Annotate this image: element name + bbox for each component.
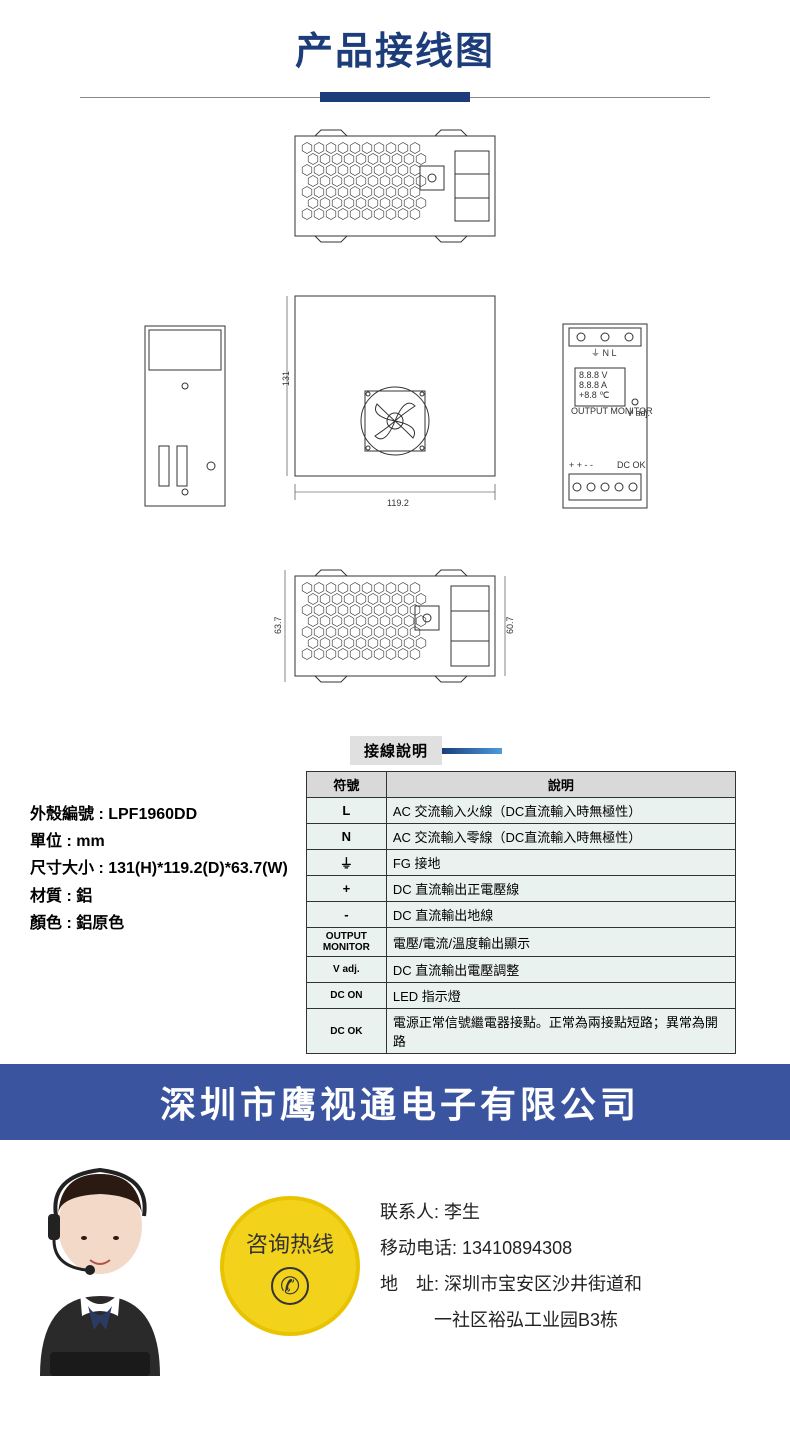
svg-text:DC OK: DC OK [617,460,646,470]
wiring-table: 符號說明 LAC 交流輸入火線（DC直流輸入時無極性）NAC 交流輸入零線（DC… [306,771,736,1054]
svg-text:63.7: 63.7 [273,616,283,634]
specs-block: 外殼編號 : LPF1960DD單位 : mm尺寸大小 : 131(H)*119… [30,771,288,937]
panel-view: ⏚ N L 8.8.8 V 8.8.8 A +8.8 ℃ OUTPUT MONI… [555,316,655,516]
svg-text:60.7: 60.7 [505,616,515,634]
svg-text:V adj.: V adj. [627,408,650,418]
svg-text:8.8.8 V: 8.8.8 V [579,370,608,380]
contact-info: 联系人: 李生 移动电话: 13410894308 地 址: 深圳市宝安区沙井街… [380,1194,642,1338]
wiring-label: 接線說明 [350,736,790,765]
bottom-view: 63.7 60.7 [265,556,525,696]
company-name: 深圳市鹰视通电子有限公司 [0,1064,790,1140]
top-view [285,126,505,246]
phone-icon: ✆ [271,1267,309,1305]
side-view [135,316,235,516]
page-title: 产品接线图 [0,20,790,75]
title-divider [80,97,710,98]
dim-131: 131 [281,371,291,386]
svg-text:+ + - -: + + - - [569,460,593,470]
hotline-badge: 咨询热线 ✆ [220,1196,360,1336]
svg-text:8.8.8 A: 8.8.8 A [579,380,607,390]
front-view: 131 119.2 [275,286,515,516]
svg-text:+8.8 ℃: +8.8 ℃ [579,390,609,400]
dim-119: 119.2 [387,498,409,508]
svg-text:⏚ N L: ⏚ N L [591,348,617,358]
contact-avatar [0,1156,200,1376]
